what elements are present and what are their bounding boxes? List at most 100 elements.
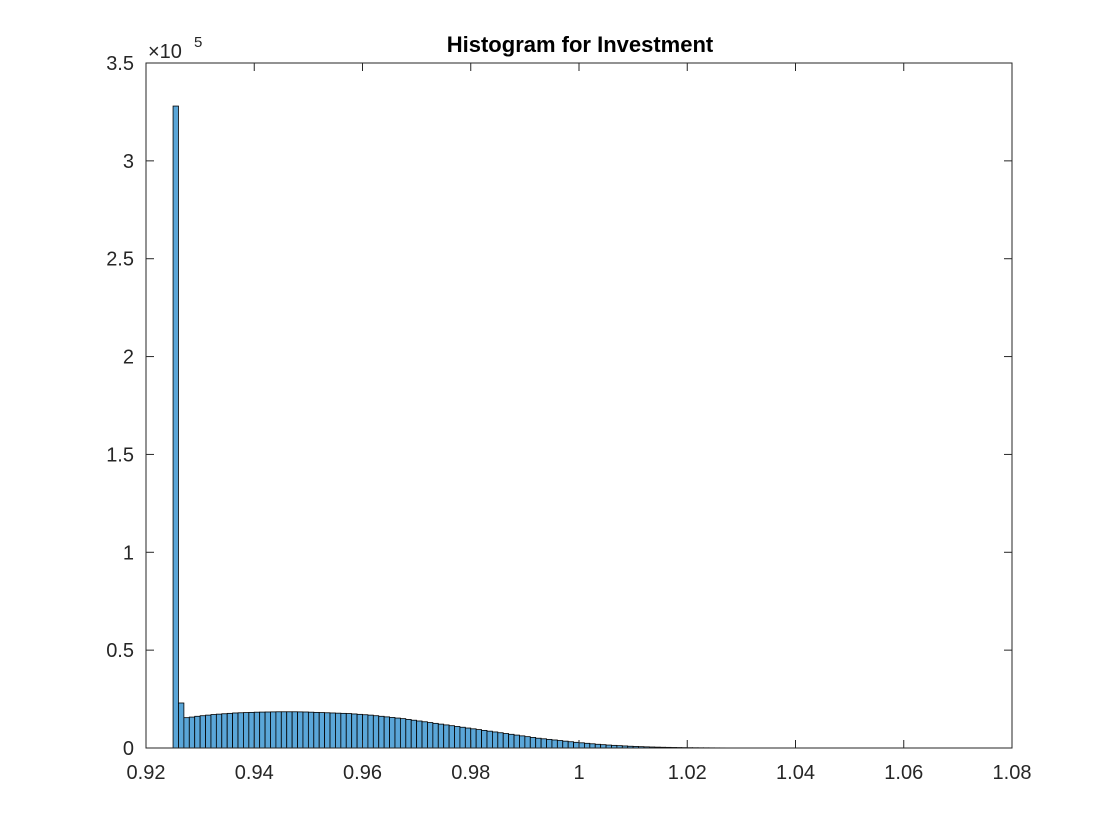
- x-tick-label: 1.02: [668, 762, 707, 784]
- histogram-bar: [589, 743, 596, 749]
- x-axis: 0.92 0.94 0.96 0.98 1 1.02 1.04 1.06 1.08: [127, 63, 1032, 784]
- histogram-bar: [215, 713, 223, 749]
- histogram-bar: [264, 711, 271, 749]
- histogram-bar: [513, 734, 520, 749]
- histogram-bar: [491, 731, 499, 749]
- histogram-bar: [297, 711, 304, 749]
- histogram-bar: [464, 727, 472, 749]
- histogram-bar: [556, 740, 564, 749]
- histogram-bar: [362, 714, 369, 749]
- y-tick-label: 2: [123, 347, 134, 369]
- y-tick-label: 0.5: [106, 640, 134, 662]
- histogram-bar: [313, 711, 320, 749]
- histogram-bar: [584, 742, 591, 749]
- histogram-bar: [427, 722, 434, 749]
- y-exponent-power: 5: [194, 34, 202, 51]
- histogram-bar: [280, 711, 288, 749]
- histogram-bar: [243, 712, 250, 749]
- histogram-bar: [270, 711, 277, 749]
- histogram-bar: [367, 714, 374, 749]
- histogram-bar: [470, 728, 477, 749]
- histogram-bar: [183, 717, 190, 749]
- y-tick-label: 3.5: [106, 53, 134, 75]
- histogram-bar: [437, 723, 445, 749]
- histogram-bar: [448, 725, 455, 749]
- histogram-bar: [286, 711, 293, 749]
- y-tick-label: 0: [123, 738, 134, 760]
- histogram-bar: [232, 712, 239, 749]
- histogram-bar: [302, 711, 309, 749]
- y-tick-label: 3: [123, 151, 134, 173]
- histogram-bar: [481, 729, 488, 749]
- y-tick-label: 2.5: [106, 249, 134, 271]
- histogram-bar: [540, 738, 547, 749]
- histogram-bar: [291, 711, 298, 749]
- histogram-bar: [188, 716, 196, 749]
- histogram-bar: [486, 730, 493, 749]
- y-tick-label: 1.5: [106, 444, 134, 466]
- chart-title: Histogram for Investment: [447, 32, 714, 57]
- histogram-bar: [178, 702, 185, 749]
- histogram-bar: [535, 737, 542, 749]
- histogram-bar: [524, 736, 531, 749]
- histogram-bar: [529, 737, 537, 749]
- histogram-bar: [248, 711, 255, 749]
- x-tick-label: 0.96: [343, 762, 382, 784]
- x-tick-label: 1.06: [884, 762, 923, 784]
- x-tick-label: 0.98: [451, 762, 490, 784]
- x-tick-label: 0.94: [235, 762, 274, 784]
- x-tick-label: 0.92: [127, 762, 166, 784]
- histogram-bar: [378, 715, 385, 749]
- histogram-bar: [199, 715, 206, 749]
- histogram-bar: [551, 739, 558, 749]
- histogram-bar: [340, 712, 347, 749]
- histogram-bar: [275, 711, 282, 749]
- y-tick-label: 1: [123, 542, 134, 564]
- histogram-bar: [454, 726, 461, 749]
- histogram-bar: [307, 711, 315, 749]
- histogram-bar: [345, 713, 353, 749]
- histogram-bar: [421, 721, 428, 749]
- x-tick-label: 1.08: [993, 762, 1032, 784]
- histogram-bar: [475, 729, 482, 749]
- histogram-bar: [389, 717, 396, 749]
- histogram-bar: [318, 712, 326, 749]
- histogram-bar: [416, 720, 423, 749]
- histogram-bar: [497, 732, 504, 749]
- histogram-bar: [578, 742, 585, 749]
- x-tick-label: 1: [573, 762, 584, 784]
- histogram-bar: [546, 738, 553, 749]
- histogram-bar: [237, 712, 244, 749]
- y-axis-exponent: ×10 5: [148, 34, 202, 63]
- histogram-bar: [399, 718, 407, 749]
- histogram-bar: [372, 715, 380, 749]
- histogram-bar: [394, 717, 401, 749]
- histogram-bar: [356, 713, 363, 749]
- histogram-bar: [594, 743, 602, 749]
- histogram-bar: [329, 712, 336, 749]
- histogram-bar: [383, 716, 390, 749]
- histogram-bar: [410, 719, 418, 749]
- histogram-bar: [253, 711, 261, 749]
- histogram-bar: [351, 713, 358, 749]
- histogram-bar: [335, 712, 342, 749]
- histogram-bar: [508, 733, 515, 749]
- y-exponent-base: ×10: [148, 41, 182, 63]
- histogram-bar: [324, 712, 331, 749]
- histogram-bar: [573, 741, 580, 749]
- histogram-bar: [405, 719, 412, 749]
- histogram-bar: [226, 712, 234, 749]
- histogram-bar: [567, 741, 574, 749]
- histogram-bar: [210, 714, 217, 749]
- histogram-bar: [194, 715, 201, 749]
- histogram-bar: [172, 105, 179, 749]
- histogram-bar: [519, 735, 526, 749]
- histogram-bar: [432, 722, 439, 749]
- histogram-bar: [562, 740, 569, 749]
- histogram-bar: [502, 733, 510, 749]
- histogram-bar: [221, 713, 228, 749]
- x-tick-label: 1.04: [776, 762, 815, 784]
- histogram-bar: [443, 724, 450, 749]
